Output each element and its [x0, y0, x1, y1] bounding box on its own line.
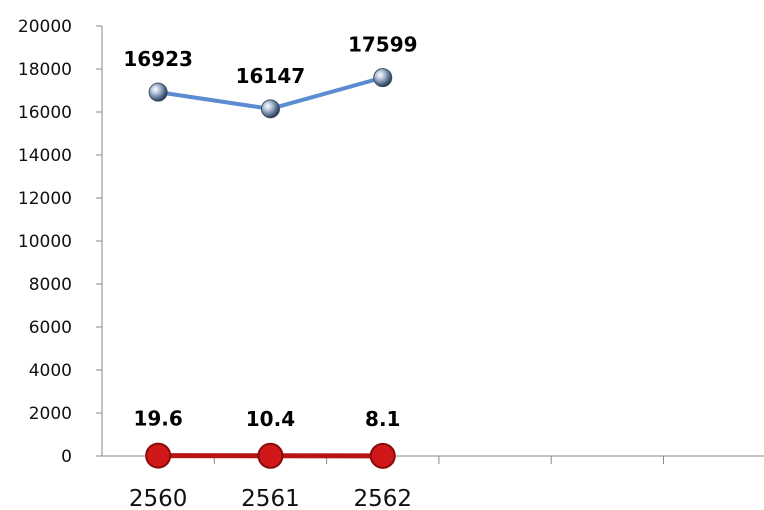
data-label: 19.6 — [133, 407, 182, 431]
y-tick-label: 10000 — [18, 232, 72, 252]
y-tick-label: 4000 — [29, 361, 72, 381]
series-2-point — [146, 444, 170, 468]
series-1-point — [261, 100, 279, 118]
series-2-point — [371, 444, 395, 468]
y-tick-label: 20000 — [18, 17, 72, 37]
data-label: 17599 — [348, 33, 418, 57]
x-tick-label: 2561 — [241, 486, 300, 510]
series-1-point — [149, 83, 167, 101]
y-tick-label: 14000 — [18, 146, 72, 166]
data-label: 8.1 — [365, 407, 400, 431]
data-label: 16147 — [236, 64, 306, 88]
y-tick-label: 6000 — [29, 318, 72, 338]
series-2-point — [258, 444, 282, 468]
data-label: 16923 — [123, 47, 193, 71]
series-1-point — [374, 69, 392, 87]
data-label: 10.4 — [246, 407, 295, 431]
y-tick-label: 18000 — [18, 60, 72, 80]
y-tick-label: 12000 — [18, 189, 72, 209]
y-tick-label: 8000 — [29, 275, 72, 295]
y-tick-label: 2000 — [29, 404, 72, 424]
x-tick-label: 2562 — [353, 486, 412, 510]
y-tick-label: 0 — [61, 447, 72, 467]
y-tick-label: 16000 — [18, 103, 72, 123]
x-tick-label: 2560 — [129, 486, 188, 510]
